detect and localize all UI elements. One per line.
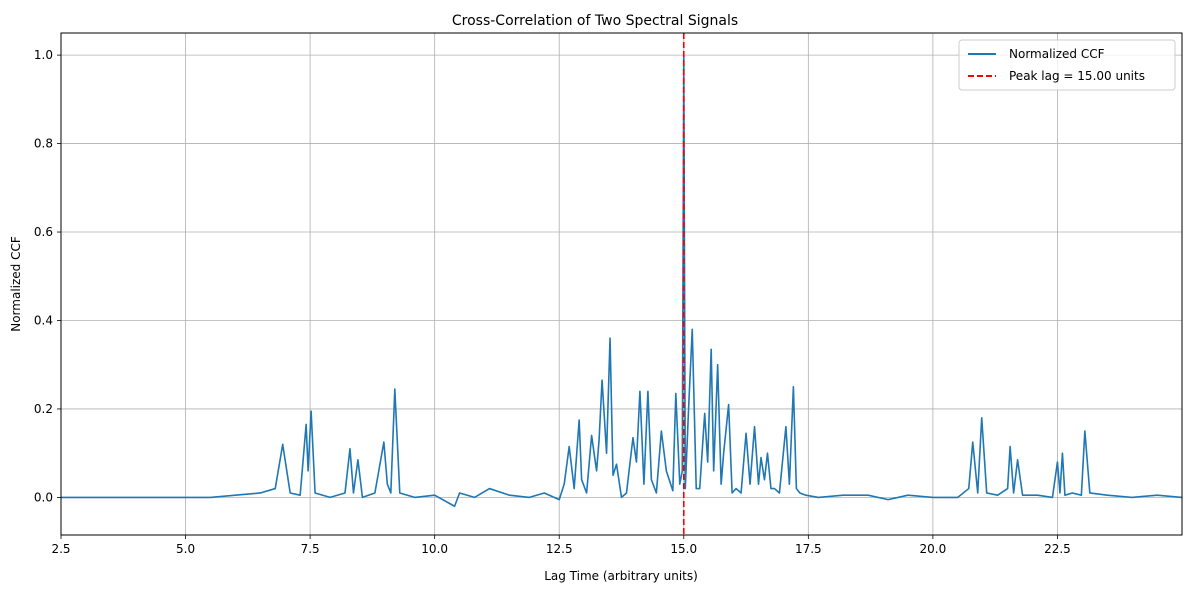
x-tick-label: 20.0 — [920, 542, 947, 556]
x-axis-label: Lag Time (arbitrary units) — [544, 569, 698, 583]
y-axis-label: Normalized CCF — [9, 236, 23, 332]
x-tick-label: 15.0 — [670, 542, 697, 556]
legend-box — [958, 39, 1176, 91]
x-tick-label: 22.5 — [1044, 542, 1071, 556]
y-tick-label: 0.8 — [34, 137, 53, 151]
legend: Normalized CCF Peak lag = 15.00 units — [958, 39, 1176, 91]
x-tick-label: 5.0 — [176, 542, 195, 556]
y-tick-label: 0.2 — [34, 402, 53, 416]
plot-frame — [60, 32, 1183, 536]
plot-area — [61, 33, 1182, 535]
x-tick-label: 10.0 — [421, 542, 448, 556]
y-tick-label: 0.6 — [34, 225, 53, 239]
x-tick-label: 17.5 — [795, 542, 822, 556]
x-tick-label: 7.5 — [301, 542, 320, 556]
legend-label-peak: Peak lag = 15.00 units — [1009, 69, 1145, 83]
x-tick-label: 12.5 — [546, 542, 573, 556]
chart-title: Cross-Correlation of Two Spectral Signal… — [452, 13, 738, 29]
y-tick-label: 1.0 — [34, 48, 53, 62]
tick-marks: 2.5 5.0 7.5 10.0 12.5 15.0 17.5 20.0 22.5 0.0 0.2 0… — [34, 48, 1071, 556]
y-tick-label: 0.0 — [34, 490, 53, 504]
y-tick-label: 0.4 — [34, 313, 53, 327]
x-tick-label: 2.5 — [51, 542, 70, 556]
legend-label-ccf: Normalized CCF — [1009, 47, 1105, 61]
data-layer — [61, 33, 1183, 535]
